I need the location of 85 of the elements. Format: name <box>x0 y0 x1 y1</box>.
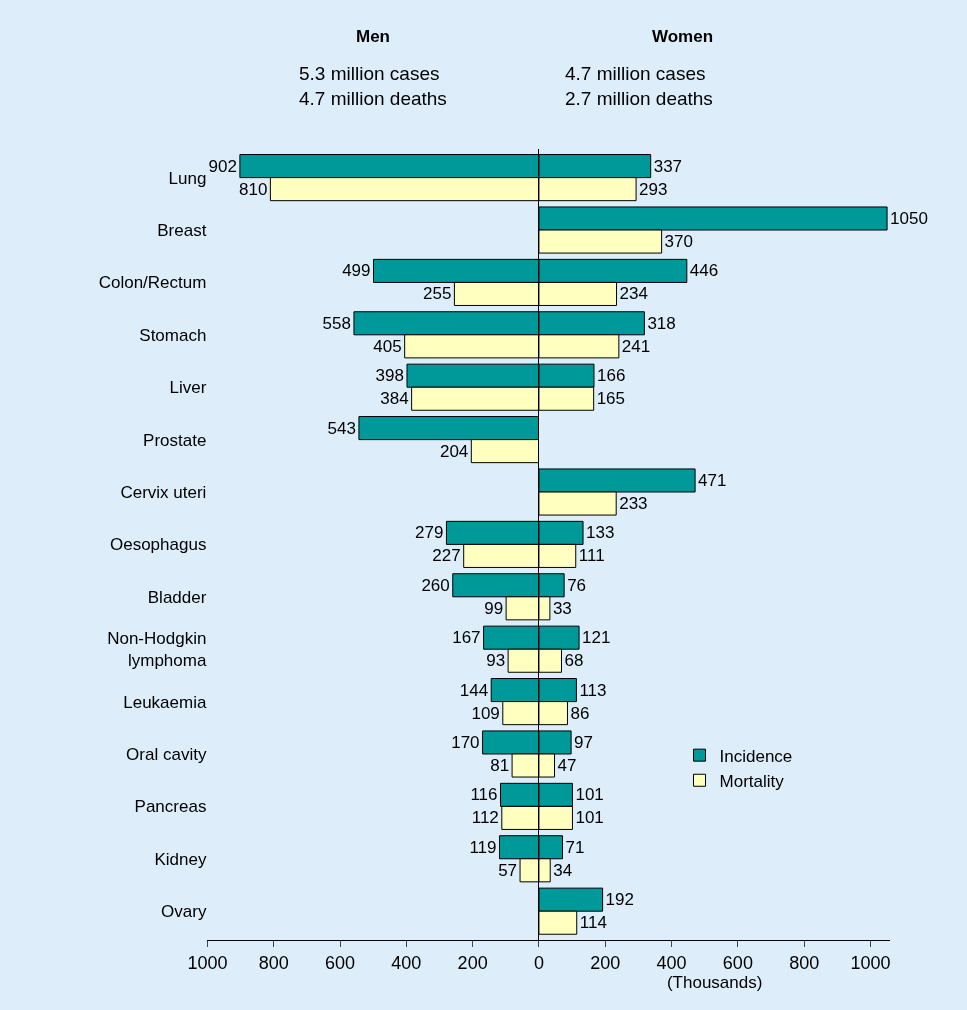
data-label: 133 <box>586 523 615 543</box>
data-label: 68 <box>564 651 584 671</box>
y-tick-label: Cervix uteri <box>120 482 207 502</box>
data-label: 255 <box>423 284 452 304</box>
data-label: 165 <box>596 389 626 409</box>
x-tick-label: 600 <box>325 952 356 973</box>
data-label: 446 <box>689 261 719 281</box>
data-label: 293 <box>639 179 668 199</box>
data-label: 99 <box>484 598 504 618</box>
y-tick-label: Kidney <box>154 849 207 869</box>
data-label: 241 <box>621 336 651 356</box>
x-axis-title: (Thousands) <box>666 973 763 992</box>
data-label: 109 <box>471 703 500 723</box>
data-label: 233 <box>619 494 648 514</box>
x-tick-label: 400 <box>656 952 687 973</box>
data-label: 121 <box>582 628 611 648</box>
y-tick-label: Liver <box>169 378 207 398</box>
data-label: 227 <box>432 546 461 566</box>
data-label: 34 <box>553 860 573 880</box>
data-label: 543 <box>327 418 356 438</box>
data-label: 558 <box>322 313 351 333</box>
data-label: 234 <box>619 284 648 304</box>
data-label: 499 <box>342 261 371 281</box>
y-tick-label: Stomach <box>139 325 207 345</box>
y-tick-label: Leukaemia <box>123 692 207 712</box>
data-label: 113 <box>579 680 607 700</box>
data-label: 144 <box>459 680 489 700</box>
y-tick-label: Pancreas <box>134 797 207 817</box>
data-label: 337 <box>653 156 683 176</box>
chart-title: Women <box>652 27 714 46</box>
x-tick-label: 1000 <box>187 952 228 973</box>
data-label: 398 <box>375 366 404 386</box>
chart-subtitle: 5.3 million cases 4.7 million deaths <box>299 63 447 109</box>
x-tick-label: 800 <box>789 952 820 973</box>
x-tick-label: 400 <box>391 952 422 973</box>
data-label: 112 <box>471 808 499 828</box>
data-label: 204 <box>439 441 469 461</box>
x-tick-label: 600 <box>722 952 753 973</box>
data-label: 71 <box>565 837 585 857</box>
data-label: 76 <box>567 575 587 595</box>
data-label: 114 <box>579 913 607 933</box>
data-label: 1050 <box>890 208 928 228</box>
data-label: 97 <box>574 732 594 752</box>
legend-label: Mortality <box>719 771 785 791</box>
data-label: 167 <box>452 628 481 648</box>
data-label: 81 <box>490 756 510 776</box>
data-label: 471 <box>698 470 727 490</box>
data-label: 405 <box>373 336 402 356</box>
x-tick-label: 1000 <box>850 952 891 973</box>
chart-title: Men <box>356 27 390 46</box>
data-label: 384 <box>380 389 409 409</box>
x-tick-label: 800 <box>258 952 289 973</box>
y-tick-label: Colon/Rectum <box>98 273 207 293</box>
data-label: 902 <box>208 156 237 176</box>
data-label: 111 <box>578 546 605 566</box>
data-label: 810 <box>239 179 268 199</box>
data-label: 57 <box>498 860 518 880</box>
y-tick-label: Lung <box>168 168 207 188</box>
data-label: 318 <box>647 313 676 333</box>
y-tick-label: Prostate <box>143 430 207 450</box>
x-tick-label: 200 <box>590 952 621 973</box>
data-label: 279 <box>415 523 444 543</box>
data-label: 370 <box>664 232 693 252</box>
legend-label: Incidence <box>719 746 793 766</box>
data-label: 192 <box>605 890 634 910</box>
data-label: 93 <box>486 651 506 671</box>
data-label: 119 <box>469 837 497 857</box>
data-label: 116 <box>470 785 498 805</box>
x-tick-label: 0 <box>533 952 544 973</box>
y-tick-label: Ovary <box>161 902 207 922</box>
data-label: 260 <box>421 575 450 595</box>
data-label: 166 <box>596 366 626 386</box>
y-tick-label: Breast <box>157 220 207 240</box>
data-label: 33 <box>552 598 572 618</box>
data-label: 101 <box>575 785 604 805</box>
y-tick-label: Oral cavity <box>126 744 207 764</box>
chart-subtitle: 4.7 million cases 2.7 million deaths <box>565 63 713 109</box>
data-label: 170 <box>451 732 480 752</box>
x-tick-label: 200 <box>457 952 488 973</box>
y-tick-label: Oesophagus <box>109 535 207 555</box>
y-tick-label: Non-Hodgkin lymphoma <box>107 629 207 671</box>
y-tick-label: Bladder <box>147 587 207 607</box>
data-label: 86 <box>570 703 590 723</box>
data-label: 47 <box>557 756 577 776</box>
data-label: 101 <box>575 808 604 828</box>
